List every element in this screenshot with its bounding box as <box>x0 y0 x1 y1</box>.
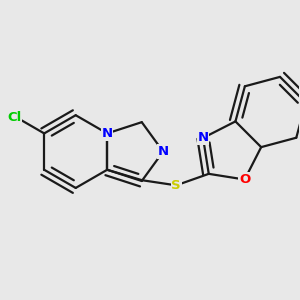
Text: Cl: Cl <box>7 110 21 124</box>
Text: O: O <box>239 173 250 186</box>
Text: N: N <box>158 145 169 158</box>
Text: N: N <box>197 131 208 144</box>
Text: N: N <box>102 127 113 140</box>
Text: S: S <box>171 179 181 192</box>
